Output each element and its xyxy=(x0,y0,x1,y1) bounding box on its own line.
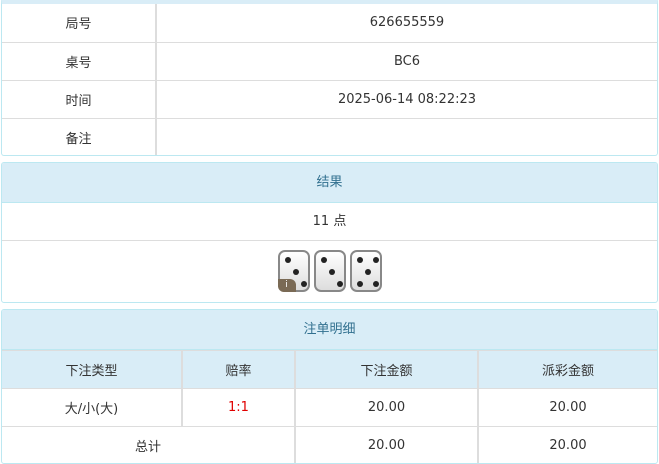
die-pip xyxy=(373,257,379,263)
die-3: i xyxy=(278,250,310,292)
die-pip xyxy=(329,269,335,275)
die-pip xyxy=(337,281,343,287)
value-remark xyxy=(156,118,657,156)
die-pip xyxy=(321,257,327,263)
die-5 xyxy=(350,250,382,292)
info-icon[interactable]: i xyxy=(278,279,296,292)
die-pip xyxy=(301,281,307,287)
header-odds: 赔率 xyxy=(182,351,295,389)
table-row: 大/小(大) 1:1 20.00 20.00 xyxy=(2,389,657,427)
bet-payout: 20.00 xyxy=(478,389,657,427)
label-round-no: 局号 xyxy=(2,4,156,42)
label-time: 时间 xyxy=(2,80,156,118)
label-table-no: 桌号 xyxy=(2,42,156,80)
die-pip xyxy=(365,269,371,275)
die-pip xyxy=(357,257,363,263)
result-title: 结果 xyxy=(2,163,657,203)
die-3 xyxy=(314,250,346,292)
label-remark: 备注 xyxy=(2,118,156,156)
die-pip xyxy=(293,269,299,275)
value-round-no: 626655559 xyxy=(156,4,657,42)
total-payout: 20.00 xyxy=(478,427,657,464)
value-time: 2025-06-14 08:22:23 xyxy=(156,80,657,118)
header-payout: 派彩金额 xyxy=(478,351,657,389)
value-table-no: BC6 xyxy=(156,42,657,80)
bet-details-title: 注单明细 xyxy=(2,310,657,350)
result-panel: 结果 11 点 i xyxy=(1,162,658,303)
bet-odds: 1:1 xyxy=(182,389,295,427)
table-header-row: 下注类型 赔率 下注金额 派彩金额 xyxy=(2,351,657,389)
bet-details-panel: 注单明细 下注类型 赔率 下注金额 派彩金额 大/小(大) 1:1 20.00 … xyxy=(1,309,658,464)
header-bet-amount: 下注金额 xyxy=(295,351,478,389)
die-pip xyxy=(285,257,291,263)
total-amount: 20.00 xyxy=(295,427,478,464)
result-points: 11 点 xyxy=(2,203,657,241)
bet-amount: 20.00 xyxy=(295,389,478,427)
die-pip xyxy=(357,281,363,287)
total-row: 总计 20.00 20.00 xyxy=(2,427,657,464)
dice-row: i xyxy=(2,241,657,303)
die-pip xyxy=(373,281,379,287)
total-label: 总计 xyxy=(2,427,295,464)
bet-type: 大/小(大) xyxy=(2,389,182,427)
table-row: 备注 xyxy=(2,118,657,156)
bet-details-table: 下注类型 赔率 下注金额 派彩金额 大/小(大) 1:1 20.00 20.00… xyxy=(2,350,657,464)
header-bet-type: 下注类型 xyxy=(2,351,182,389)
